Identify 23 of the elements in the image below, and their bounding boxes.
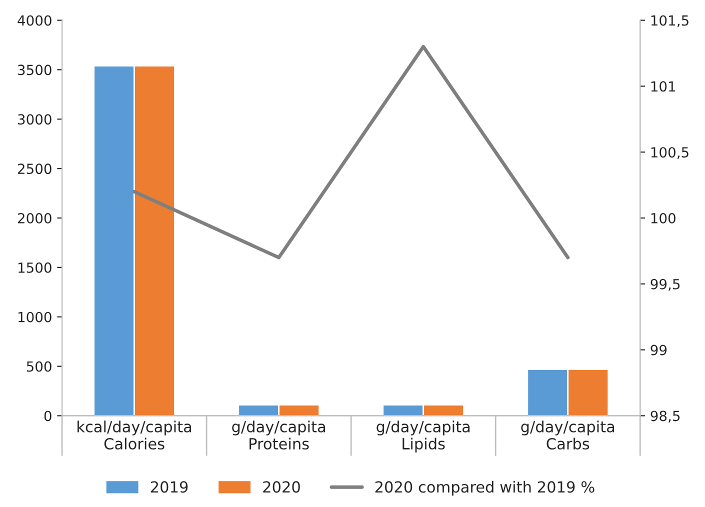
legend-label: 2019 [150,481,188,493]
y-tick-label: 3000 [18,114,52,125]
x-tick-label: kcal/day/capita Calories [78,420,192,450]
y-tick-label: 3500 [18,64,52,76]
x-tick-label: g/day/capita Lipids [376,420,470,452]
legend-label: 2020 compared with 2019 % [375,480,594,496]
y2-tick-label: 100,5 [651,147,688,159]
y-tick-label: 1500 [18,262,52,273]
y2-tick-label: 101,5 [651,15,688,28]
x-tick-label: g/day/capita Carbs [521,420,614,450]
y2-tick-label: 100 [651,212,676,224]
y2-tick-label: 99 [650,344,667,356]
y2-tick-label: 98,5 [650,410,680,423]
y-tick-label: 4000 [18,15,52,26]
y2-tick-label: 101 [651,81,676,92]
y-tick-label: 2000 [18,212,52,224]
legend-label: 2020 [263,481,300,493]
y-tick-label: 500 [26,361,52,372]
x-tick-label: g/day/capita Proteins [232,420,326,450]
y-tick-label: 1000 [18,312,52,322]
y-tick-label: 2500 [18,164,52,174]
y-tick-label: 0 [44,410,52,422]
y2-tick-label: 99,5 [650,278,680,291]
